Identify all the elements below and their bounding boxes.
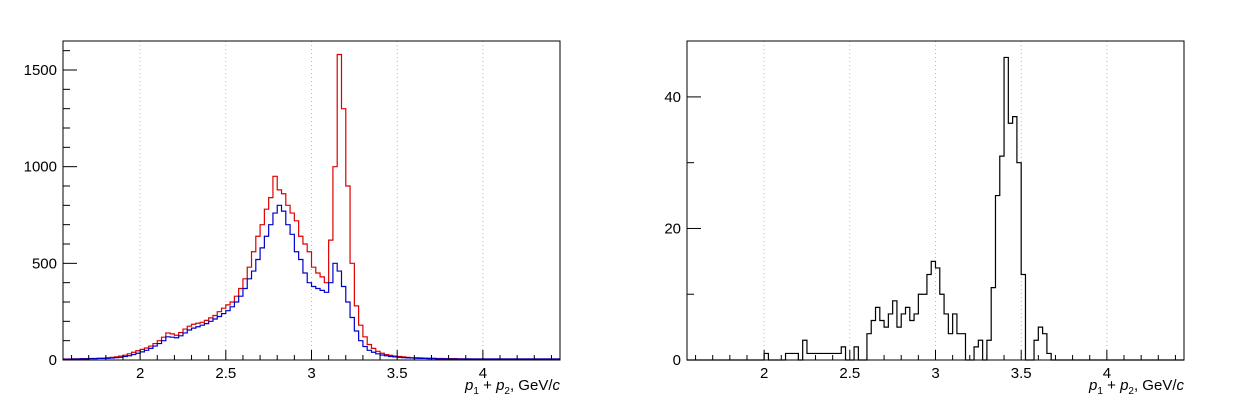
left-y-tick-label-1: 500 xyxy=(32,255,57,272)
left-y-ticks: 0 500 1000 1500 xyxy=(24,50,77,369)
right-x-tick-label-3: 3.5 xyxy=(1011,365,1032,382)
right-x-tick-label-1: 2.5 xyxy=(839,365,860,382)
right-histogram-panel: 2 2.5 3 3.5 4 0 20 40 p1 + p2, GeV/c xyxy=(664,40,1185,397)
right-x-ticks: 2 2.5 3 3.5 4 xyxy=(695,350,1176,382)
left-y-tick-label-3: 1500 xyxy=(24,62,57,79)
right-y-tick-label-2: 40 xyxy=(664,89,681,106)
left-x-tick-label-4: 4 xyxy=(479,365,487,382)
right-x-tick-label-2: 3 xyxy=(931,365,939,382)
left-x-axis-title: p1 + p2, GeV/c xyxy=(464,377,560,397)
left-x-tick-label-3: 3.5 xyxy=(387,365,408,382)
left-x-ticks: 2 2.5 3 3.5 4 xyxy=(71,350,552,382)
right-y-tick-label-0: 0 xyxy=(673,352,681,369)
left-y-tick-label-2: 1000 xyxy=(24,159,57,176)
left-histogram-panel: 2 2.5 3 3.5 4 0 500 1000 1500 p1 + p2, GeV/c xyxy=(24,40,561,397)
left-x-tick-label-0: 2 xyxy=(136,365,144,382)
left-x-tick-label-2: 3 xyxy=(307,365,315,382)
left-series-1-line xyxy=(63,204,560,360)
left-y-tick-label-0: 0 xyxy=(49,352,57,369)
right-x-axis-title: p1 + p2, GeV/c xyxy=(1088,377,1184,397)
right-y-ticks: 0 20 40 xyxy=(664,89,701,369)
left-series-group xyxy=(63,53,560,360)
right-x-tick-label-4: 4 xyxy=(1103,365,1111,382)
right-y-tick-label-1: 20 xyxy=(664,220,681,237)
right-x-tick-label-0: 2 xyxy=(760,365,768,382)
left-x-tick-label-1: 2.5 xyxy=(215,365,236,382)
